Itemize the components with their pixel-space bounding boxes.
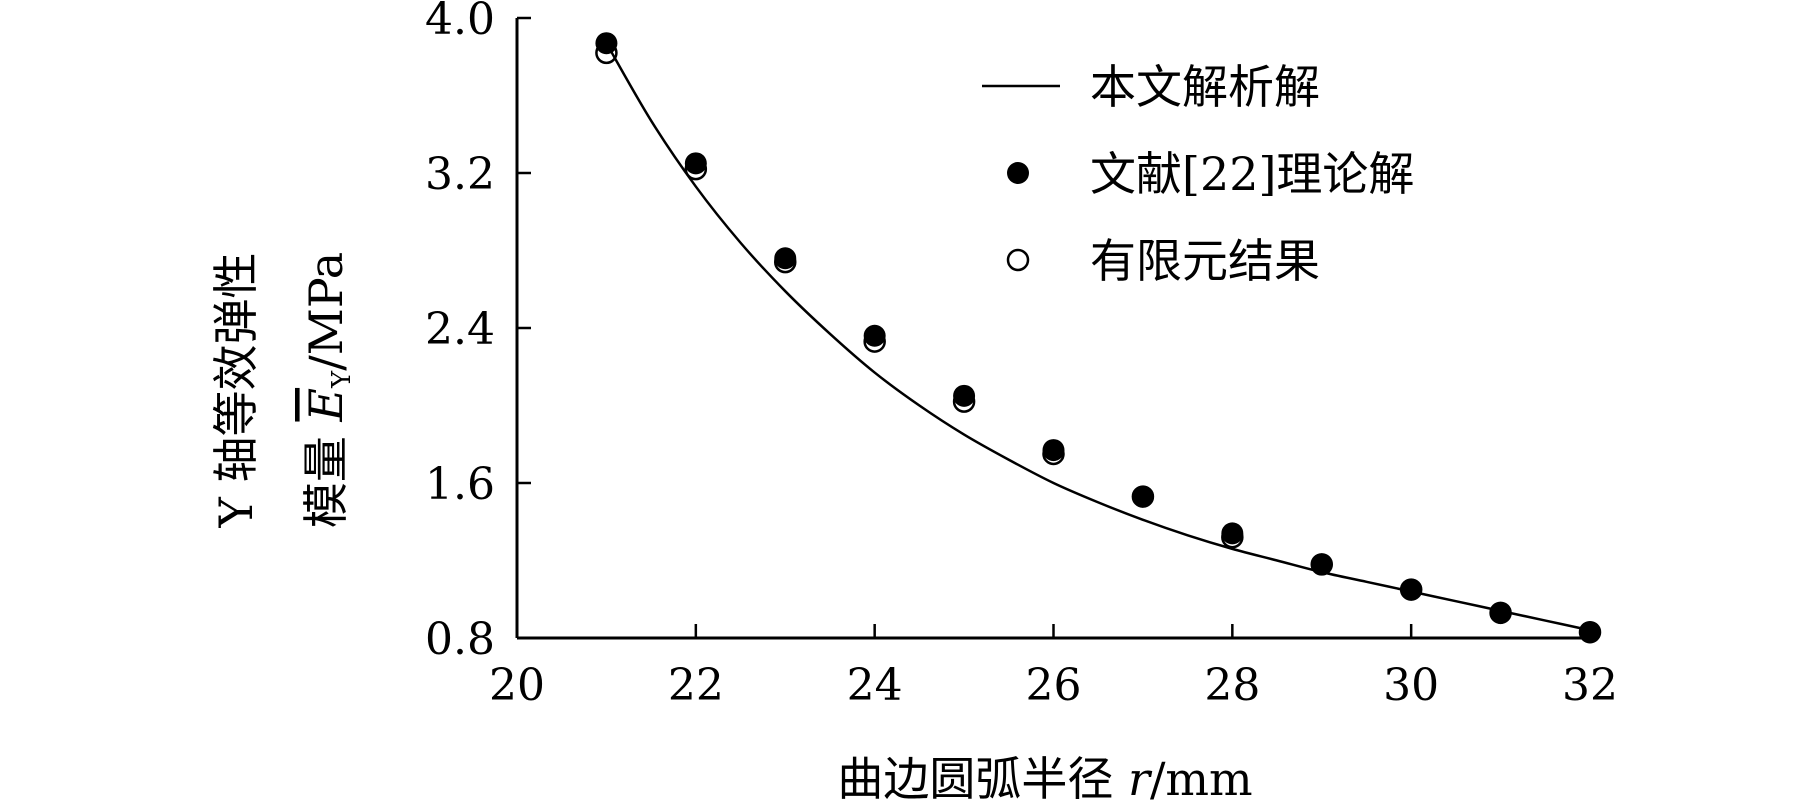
x-tick-label: 28 (1204, 660, 1260, 711)
legend: 本文解析解 文献[22]理论解 有限元结果 (982, 60, 1414, 288)
plot-area (595, 32, 1602, 644)
y-axis-title-line1: Y 轴等效弹性 (209, 253, 263, 529)
x-tick-label: 20 (489, 660, 545, 711)
y-tick-label: 2.4 (425, 304, 495, 355)
literature-point (1400, 578, 1423, 601)
legend-label-analytical: 本文解析解 (1090, 60, 1320, 114)
y-tick-label: 3.2 (425, 149, 495, 200)
legend-label-fem: 有限元结果 (1090, 234, 1320, 288)
fem-point (1042, 442, 1065, 466)
y-tick-label: 0.8 (425, 614, 495, 665)
fem-point (1489, 601, 1512, 625)
series-line-analytical (605, 42, 1591, 632)
literature-point (1310, 553, 1333, 576)
series-markers-fem (595, 41, 1602, 644)
literature-point (684, 152, 707, 175)
fem-point (774, 250, 797, 274)
fem-point (1221, 526, 1244, 549)
fem-point (952, 390, 976, 413)
y-tick-label: 4.0 (425, 0, 495, 45)
fem-point (1310, 553, 1333, 576)
fem-point (1399, 578, 1423, 601)
fem-point (684, 157, 708, 181)
y-axis-title-line2: 模量 EY/MPa (299, 252, 357, 528)
x-tick-label: 22 (668, 660, 724, 711)
y-tick-label: 1.6 (425, 459, 495, 510)
y-axis-title: Y 轴等效弹性 模量 EY/MPa (209, 252, 357, 529)
literature-point (1489, 601, 1512, 624)
literature-point (1131, 485, 1154, 508)
x-tick-label: 30 (1383, 660, 1439, 711)
literature-point (863, 324, 886, 347)
tick-labels: 20 22 24 26 28 30 32 0.8 1.6 2.4 3.2 4.0 (425, 0, 1618, 711)
axes (515, 16, 1592, 640)
x-tick-label: 24 (847, 660, 903, 711)
literature-point (1579, 621, 1601, 644)
legend-label-literature: 文献[22]理论解 (1090, 147, 1414, 201)
series-markers-literature (595, 32, 1601, 644)
fem-point (863, 330, 886, 353)
fem-point (1131, 485, 1155, 508)
x-axis-title: 曲边圆弧半径 r/mm (837, 752, 1252, 806)
legend-filled-marker (1007, 162, 1029, 184)
fem-point (1578, 620, 1602, 644)
fem-point (595, 41, 618, 65)
x-tick-label: 26 (1026, 660, 1082, 711)
x-tick-label: 32 (1562, 660, 1618, 711)
literature-point (953, 384, 976, 407)
legend-open-marker (1006, 248, 1030, 272)
